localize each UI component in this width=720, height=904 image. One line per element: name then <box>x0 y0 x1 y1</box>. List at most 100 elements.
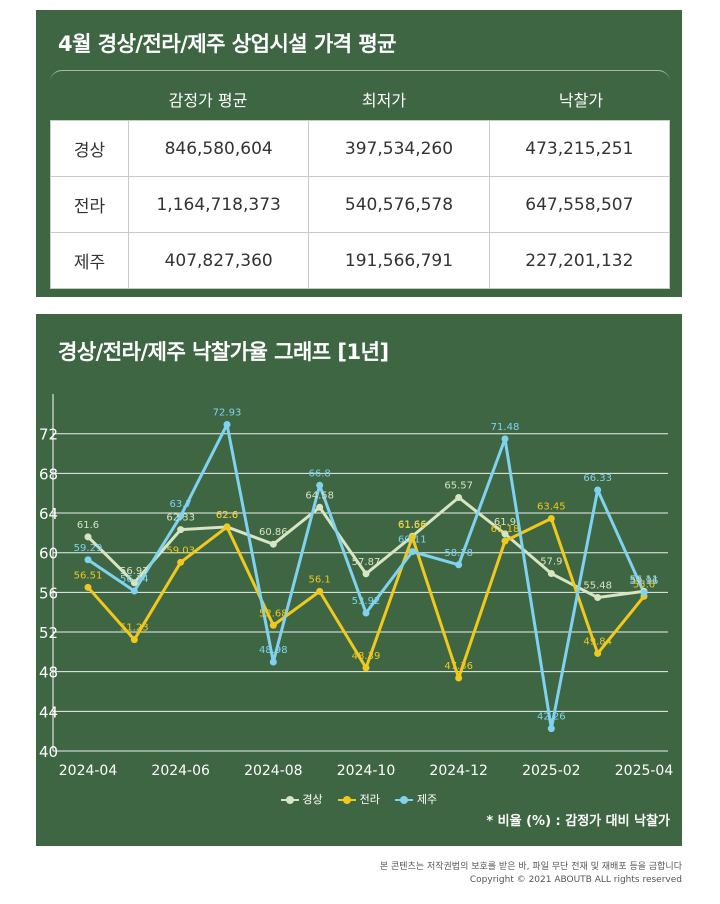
legend-swatch <box>395 795 414 805</box>
col-header-appraisal: 감정가 평균 <box>168 91 248 110</box>
data-label: 57.9 <box>540 557 562 568</box>
data-point <box>455 674 463 682</box>
data-point <box>594 649 602 657</box>
y-tick-label: 60 <box>39 545 58 563</box>
x-tick-label: 2025-02 <box>522 763 581 779</box>
y-tick-label: 48 <box>39 664 58 682</box>
data-label: 58.78 <box>444 548 473 559</box>
data-label: 61.56 <box>398 520 427 531</box>
col-header-winning-bid: 낙찰가 <box>558 91 604 110</box>
y-tick-label: 44 <box>39 703 58 721</box>
data-point <box>223 421 231 429</box>
data-label: 66.33 <box>583 473 612 484</box>
table-cell: 1,164,718,373 <box>127 176 310 233</box>
legend-label: 경상 <box>302 793 323 806</box>
chart-title: 경상/전라/제주 낙찰가율 그래프 [1년] <box>58 340 389 364</box>
data-point <box>408 548 416 556</box>
ratio-note: * 비율 (%) : 감정가 대비 낙찰가 <box>486 814 670 829</box>
x-tick-label: 2024-08 <box>244 763 303 779</box>
data-point <box>130 579 138 587</box>
data-label: 61.66 <box>398 519 427 530</box>
data-point <box>455 493 463 501</box>
data-label: 56.51 <box>74 570 103 581</box>
data-point <box>84 533 92 541</box>
data-point <box>223 523 231 531</box>
data-label: 62.33 <box>166 513 195 524</box>
col-header-minimum: 최저가 <box>361 91 407 110</box>
data-label: 64.58 <box>305 490 334 501</box>
data-label: 60.86 <box>259 527 288 538</box>
data-point <box>316 481 324 489</box>
data-label: 55.6 <box>633 579 655 590</box>
data-label: 56.1 <box>309 574 331 585</box>
data-label: 60.11 <box>398 535 427 546</box>
table-row: 경상 846,580,604 397,534,260 473,215,251 <box>50 120 671 177</box>
table-cell: 407,827,360 <box>127 232 310 289</box>
line-chart: 40 44 48 52 56 60 64 68 72 2024-04 2024-06 2024-08 2… <box>39 394 674 779</box>
data-point <box>177 526 185 534</box>
legend-item: 전라 <box>338 791 380 807</box>
data-point <box>130 636 138 644</box>
data-label: 51.23 <box>120 623 149 634</box>
table-cell: 473,215,251 <box>488 120 671 177</box>
data-label: 57.87 <box>352 557 381 568</box>
data-label: 59.03 <box>166 545 195 556</box>
data-point <box>130 587 138 595</box>
table-cell: 191,566,791 <box>308 232 490 289</box>
y-tick-label: 72 <box>39 426 58 444</box>
data-label: 55.96 <box>630 576 659 587</box>
data-label: 42.26 <box>537 712 566 723</box>
data-label: 59.29 <box>74 543 103 554</box>
data-point <box>316 587 324 595</box>
x-tick-label: 2025-04 <box>615 763 674 779</box>
data-point <box>594 486 602 494</box>
data-label: 48.98 <box>259 645 288 656</box>
data-label: 47.36 <box>444 661 473 672</box>
data-point <box>501 435 509 443</box>
data-label: 62.6 <box>216 510 238 521</box>
x-tick-label: 2024-06 <box>151 763 210 779</box>
data-point <box>269 658 277 666</box>
data-point <box>594 594 602 602</box>
data-point <box>269 621 277 629</box>
table-cell: 647,558,507 <box>488 176 671 233</box>
data-point <box>501 537 509 545</box>
chart-panel: 경상/전라/제주 낙찰가율 그래프 [1년] 40 44 48 52 56 60 64 68 7… <box>36 314 682 846</box>
row-label: 제주 <box>50 232 129 289</box>
data-label: 61.18 <box>491 524 520 535</box>
data-point <box>269 540 277 548</box>
y-tick-label: 52 <box>39 624 58 642</box>
summary-panel: 4월 경상/전라/제주 상업시설 가격 평균 감정가 평균 최저가 낙찰가 경상… <box>36 10 682 297</box>
data-label: 56.97 <box>120 566 149 577</box>
legend-swatch <box>338 795 357 805</box>
data-label: 53.92 <box>352 596 381 607</box>
table-cell: 227,201,132 <box>488 232 671 289</box>
data-point <box>362 664 370 672</box>
data-point <box>640 589 648 597</box>
legend-swatch <box>280 795 299 805</box>
table-cell: 540,576,578 <box>308 176 490 233</box>
data-label: 71.48 <box>491 422 520 433</box>
data-point <box>177 558 185 566</box>
data-point <box>547 570 555 578</box>
data-label: 48.39 <box>352 651 381 662</box>
table-row: 전라 1,164,718,373 540,576,578 647,558,507 <box>50 176 671 233</box>
data-point <box>455 561 463 569</box>
legend-label: 전라 <box>359 793 380 806</box>
copyright-notice: 본 콘텐츠는 저작권법의 보호를 받은 바, 파일 무단 전재 및 재배포 등을… <box>379 862 682 872</box>
data-label: 56.14 <box>120 574 149 585</box>
legend-item: 제주 <box>395 791 437 807</box>
data-label: 56.11 <box>630 574 659 585</box>
legend-label: 제주 <box>416 793 438 806</box>
row-label: 경상 <box>50 120 129 177</box>
data-point <box>547 725 555 733</box>
copyright-line: Copyright © 2021 ABOUTB ALL rights reser… <box>469 875 682 885</box>
table-header: 감정가 평균 최저가 낙찰가 <box>50 70 670 130</box>
data-point <box>501 530 509 538</box>
data-point <box>408 533 416 541</box>
data-label: 55.48 <box>583 581 612 592</box>
data-point <box>547 515 555 523</box>
x-tick-label: 2024-12 <box>429 763 488 779</box>
x-tick-label: 2024-10 <box>337 763 396 779</box>
table-row: 제주 407,827,360 191,566,791 227,201,132 <box>50 232 671 289</box>
